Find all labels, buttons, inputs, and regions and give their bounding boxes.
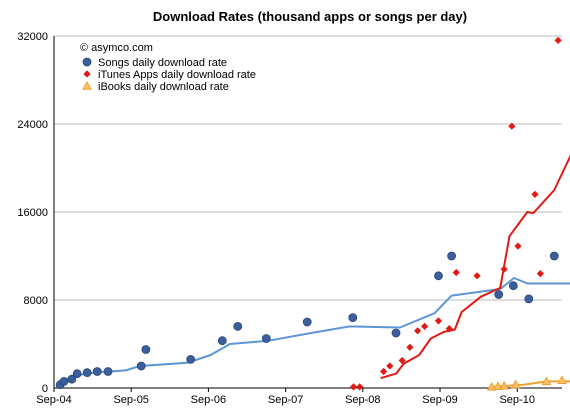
legend-ibooks-marker [82, 80, 92, 90]
ibooks-point [510, 379, 521, 389]
songs-point [141, 345, 151, 354]
apps-point [536, 270, 544, 278]
legend: © asymco.com Songs daily download rateiT… [80, 42, 256, 93]
apps-point [473, 272, 481, 280]
legend-ibooks-label: iBooks daily download rate [98, 81, 229, 93]
ibooks-point [557, 375, 567, 384]
songs-point [233, 321, 243, 331]
x-tick-label: Sep-10 [499, 394, 534, 406]
songs-point [447, 251, 456, 261]
y-tick-label: 0 [42, 383, 48, 395]
apps-point [531, 190, 539, 198]
songs-point [494, 290, 504, 299]
apps-point [356, 383, 364, 391]
songs-point [92, 367, 102, 376]
songs-point [549, 251, 559, 261]
apps-point [445, 325, 453, 333]
songs-point [67, 374, 77, 384]
x-tick-label: Sep-05 [113, 394, 148, 406]
songs-point [348, 313, 358, 323]
songs-point [261, 334, 271, 343]
apps-point [434, 317, 443, 325]
y-tick-label: 8000 [24, 295, 48, 307]
y-tick-label: 32000 [17, 31, 48, 43]
ibooks-point [499, 380, 509, 390]
y-tick-label: 24000 [17, 119, 48, 131]
copyright-annotation: © asymco.com [80, 42, 153, 54]
point-layer [55, 36, 567, 391]
songs-point [186, 354, 196, 364]
x-tick-label: Sep-08 [345, 394, 380, 406]
x-tick-label: Sep-06 [191, 394, 226, 406]
apps-point [386, 362, 394, 370]
songs-point [72, 369, 82, 379]
songs-point [391, 328, 401, 338]
ibooks-point [493, 381, 503, 391]
apps-point [514, 242, 522, 250]
legend-songs-label: Songs daily download rate [98, 57, 227, 69]
songs-point [136, 361, 146, 371]
songs-point [524, 294, 534, 304]
apps-point [414, 327, 422, 335]
apps-point [508, 122, 516, 130]
songs-point [82, 368, 92, 378]
songs-point [508, 281, 518, 291]
apps-point [398, 356, 406, 365]
x-tick-label: Sep-09 [422, 394, 457, 406]
legend-apps-marker [83, 70, 91, 78]
songs-point [434, 271, 443, 281]
axis-layer: 0 8000 16000 24000 32000 Sep-04 Sep-05 Sep-06 Se… [17, 31, 562, 406]
legend-apps-label: iTunes Apps daily download rate [98, 69, 256, 81]
songs-point [302, 317, 312, 327]
apps-point [349, 383, 358, 391]
ibooks-point [486, 381, 497, 391]
x-tick-label: Sep-07 [268, 394, 303, 406]
trend-line-itunes-apps-trend [380, 154, 570, 380]
trend-line-songs-trend [59, 277, 570, 386]
y-tick-label: 16000 [17, 207, 48, 219]
apps-point [500, 265, 508, 273]
apps-point [420, 322, 429, 330]
legend-songs-marker [82, 57, 92, 67]
chart-title: Download Rates (thousand apps or songs p… [153, 9, 467, 24]
apps-point [452, 268, 460, 277]
ibooks-point [541, 376, 552, 386]
apps-point [380, 367, 388, 376]
songs-point [59, 376, 69, 386]
x-tick-label: Sep-04 [36, 394, 71, 406]
apps-point [406, 343, 414, 351]
songs-point [217, 336, 227, 346]
trend-layer [59, 154, 570, 388]
songs-point [103, 367, 113, 376]
apps-point [554, 36, 562, 44]
